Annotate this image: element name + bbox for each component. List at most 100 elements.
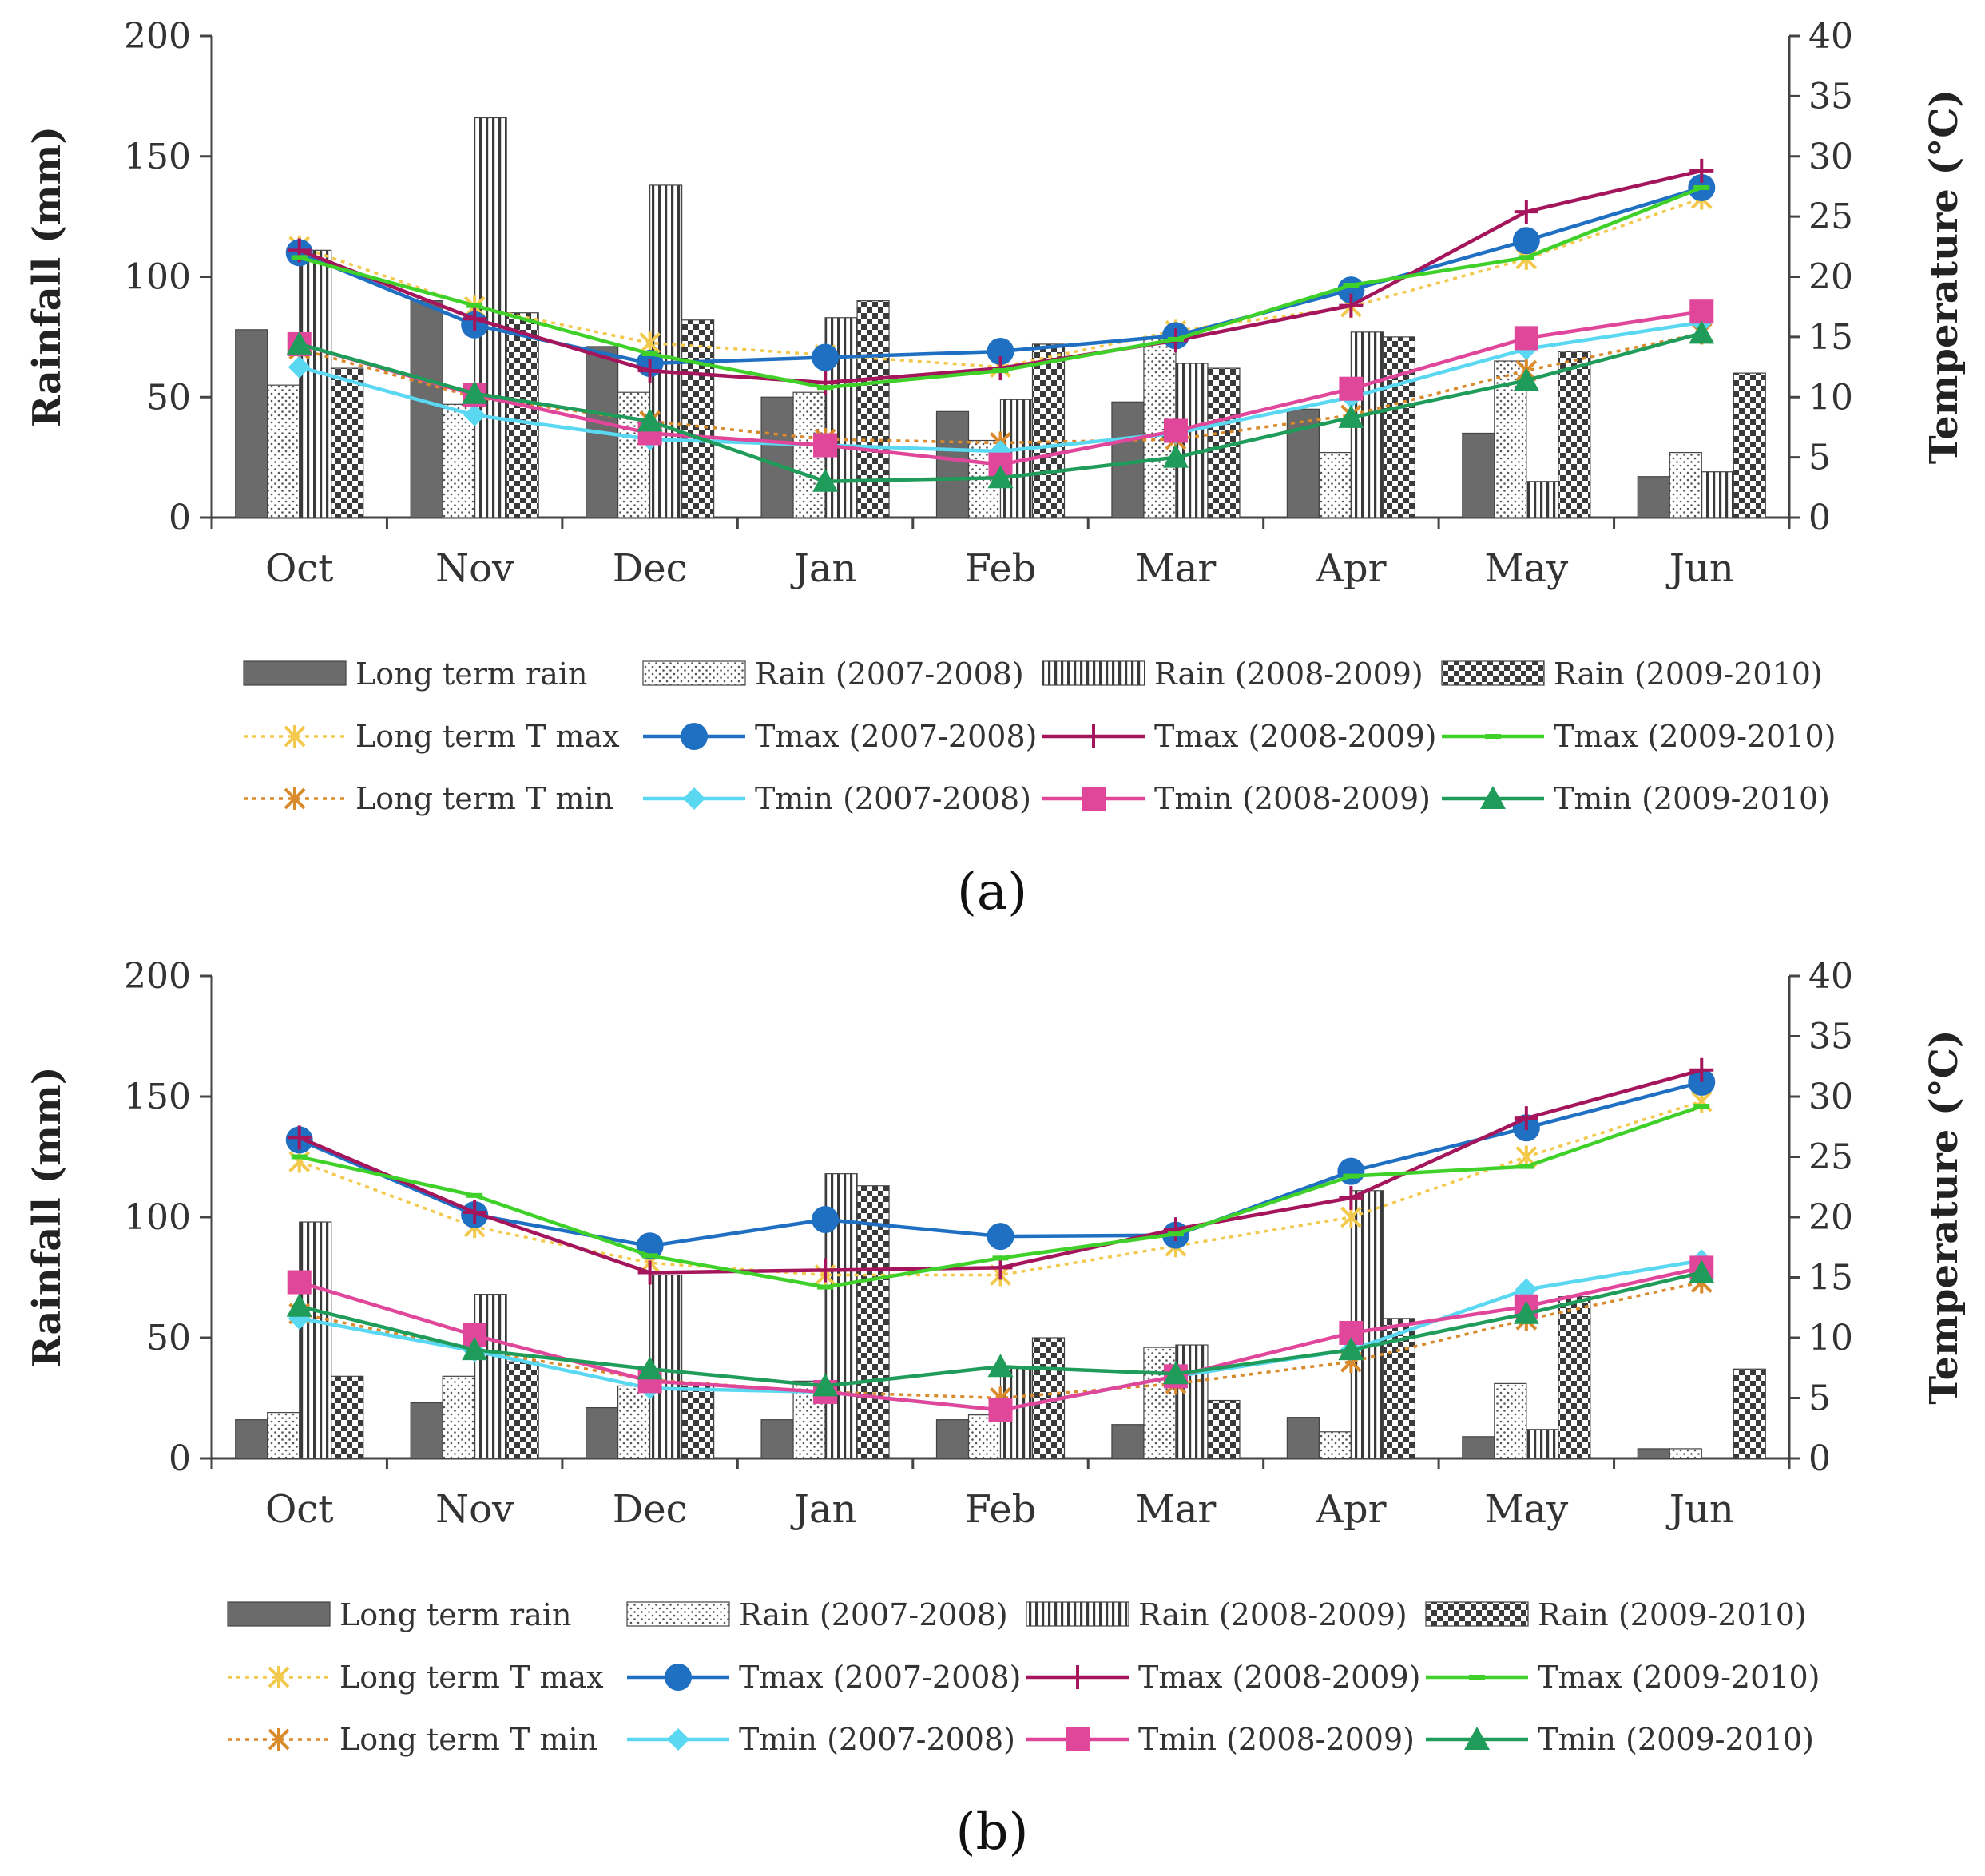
point-tmax_0809-may: [1514, 1106, 1538, 1131]
y2-tick-label: 35: [1808, 1017, 1853, 1057]
point-tmax_0910-oct: [291, 1154, 308, 1160]
bar-long_rain-feb: [935, 410, 970, 518]
bar-long_rain-jun: [1637, 1448, 1670, 1459]
point-tmin_0809-feb: [988, 1398, 1013, 1422]
legend-marker-tmax_0910: [1469, 1675, 1485, 1680]
point-tmin_0708-oct: [288, 355, 311, 379]
point-tmax_0910-jan: [817, 1284, 834, 1290]
point-tmax_0910-jan: [817, 385, 834, 391]
bar-long_rain-may: [1462, 1436, 1495, 1459]
legend-label-tmin_0809: Tmin (2008-2009): [1154, 781, 1431, 816]
y-axis-title: Rainfall (mm): [25, 1066, 69, 1367]
point-tmax_0910-jun: [1693, 1104, 1710, 1109]
legend-label-tmin_0809: Tmin (2008-2009): [1138, 1722, 1415, 1757]
point-tmax_0910-jun: [1693, 184, 1710, 190]
legend-label-long_rain: Long term rain: [355, 656, 587, 692]
point-tmax_0910-mar: [1167, 336, 1184, 342]
bar-rain_0708-jun: [1669, 451, 1702, 518]
x-tick-label-may: May: [1484, 546, 1568, 591]
y-tick-label: 100: [124, 1197, 191, 1238]
point-tmax_0910-dec: [641, 1253, 658, 1259]
legend-label-rain_0708: Rain (2007-2008): [755, 656, 1024, 692]
bar-rain_0708-oct: [267, 1412, 300, 1459]
x-tick-label-mar: Mar: [1136, 546, 1217, 591]
point-tmax_0809-may: [1514, 200, 1538, 224]
y2-tick-label: 20: [1808, 1197, 1853, 1238]
bar-long_rain-dec: [586, 1406, 619, 1459]
x-tick-label-dec: Dec: [613, 1487, 688, 1532]
x-tick-label-jan: Jan: [790, 546, 857, 591]
bar-rain_0708-feb: [967, 1414, 1002, 1459]
line-tmin_lt: [299, 1280, 1702, 1400]
legend-marker-tmin_0809: [1066, 1727, 1090, 1751]
legend-swatch-rain_0809: [1026, 1601, 1129, 1627]
x-tick-label-oct: Oct: [265, 546, 334, 591]
point-tmin_0910-dec: [637, 408, 663, 432]
legend-marker-tmin_0708: [683, 787, 705, 810]
bar-long_rain-mar: [1111, 401, 1145, 518]
bar-rain_0910-nov: [506, 1361, 539, 1459]
x-tick-label-apr: Apr: [1315, 1487, 1386, 1532]
legend-marker-tmin_0809: [1082, 787, 1106, 811]
bar-rain_0809-may: [1526, 1429, 1559, 1459]
bar-rain_0910-may: [1558, 1296, 1591, 1459]
point-tmax_0809-jun: [1689, 1057, 1714, 1082]
point-tmin_0910-jun: [1689, 1259, 1715, 1283]
bar-long_rain-may: [1462, 432, 1495, 518]
legend-marker-tmax_lt: [268, 1666, 290, 1688]
bar-long_rain-jan: [760, 1419, 794, 1459]
bar-rain_0809-may: [1526, 481, 1559, 518]
line-tmin_lt: [299, 331, 1702, 445]
x-tick-label-dec: Dec: [613, 546, 688, 591]
point-tmin_0910-may: [1513, 367, 1539, 391]
point-tmax_0910-may: [1518, 255, 1534, 260]
y2-tick-label: 15: [1808, 317, 1853, 358]
bar-long_rain-oct: [235, 329, 268, 518]
bar-rain_0809-oct: [299, 1221, 332, 1459]
point-tmin_0809-may: [1514, 326, 1538, 351]
y2-tick-label: 40: [1808, 16, 1853, 57]
point-tmin_0708-nov: [463, 403, 486, 426]
legend-swatch-long_rain: [243, 660, 347, 686]
point-tmin_0910-mar: [1162, 1361, 1189, 1385]
legend-marker-tmin_0910: [1464, 1727, 1490, 1750]
legend-label-rain_0809: Rain (2008-2009): [1154, 656, 1423, 692]
y-tick-label: 200: [124, 16, 191, 57]
chart-panel-a: 0 50 100 150 200 0 5 10 15 20 25 30 35 40 Oct Nov Dec Jan…: [25, 16, 1967, 591]
legend-label-rain_0910: Rain (2009-2010): [1538, 1597, 1807, 1632]
bar-long_rain-apr: [1286, 1417, 1320, 1459]
y-tick-label: 150: [124, 137, 191, 177]
point-tmin_0910-jun: [1689, 320, 1715, 344]
bar-long_rain-nov: [410, 300, 443, 518]
legend-marker-tmax_0809: [1082, 724, 1106, 748]
y2-tick-label: 25: [1808, 196, 1853, 237]
legend-label-tmin_lt: Long term T min: [355, 781, 613, 816]
point-tmin_0910-dec: [637, 1356, 663, 1380]
legend-swatch-rain_0910: [1425, 1601, 1529, 1627]
y2-tick-label: 30: [1808, 137, 1853, 177]
y2-tick-label: 10: [1808, 377, 1853, 418]
x-tick-label-apr: Apr: [1315, 546, 1386, 591]
bar-long_rain-feb: [935, 1419, 970, 1459]
y2-tick-label: 10: [1808, 1318, 1853, 1358]
legend-label-rain_0910: Rain (2009-2010): [1554, 656, 1823, 692]
legend-swatch-rain_0910: [1441, 660, 1545, 686]
y-tick-label: 0: [169, 1438, 191, 1479]
bar-rain_0910-dec: [681, 1385, 715, 1459]
point-tmax_0910-oct: [291, 255, 308, 260]
y2-tick-label: 15: [1808, 1258, 1853, 1299]
point-tmax_0809-jan: [813, 371, 838, 395]
legend-label-tmin_lt: Long term T min: [339, 1722, 597, 1757]
legend-label-tmax_0809: Tmax (2008-2009): [1138, 1660, 1420, 1695]
y2-tick-label: 30: [1808, 1077, 1853, 1117]
point-tmin_0809-jun: [1689, 299, 1714, 324]
point-tmax_lt-oct: [288, 1150, 311, 1173]
bar-rain_0708-mar: [1143, 1347, 1177, 1459]
legend-marker-tmax_0910: [1485, 734, 1501, 739]
bar-rain_0910-may: [1558, 351, 1591, 518]
legend-label-tmax_0708: Tmax (2007-2008): [755, 719, 1037, 754]
bar-rain_0910-apr: [1382, 336, 1415, 518]
legend-label-tmax_lt: Long term T max: [339, 1660, 604, 1695]
point-tmin_0910-mar: [1162, 444, 1189, 468]
